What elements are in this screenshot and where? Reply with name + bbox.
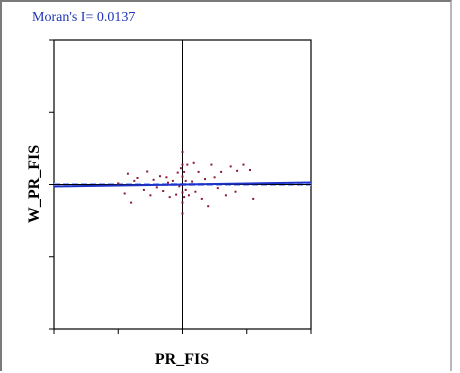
data-point (191, 180, 194, 183)
data-point (149, 194, 152, 197)
data-point (130, 201, 133, 204)
data-point (224, 194, 227, 197)
data-point (183, 170, 186, 173)
data-point (252, 197, 255, 200)
data-point (249, 169, 251, 171)
data-point (194, 190, 197, 193)
data-point (220, 170, 223, 173)
chart-title: Moran's I= 0.0137 (32, 10, 135, 25)
data-point (200, 197, 203, 200)
chart-window: Moran's I= 0.0137 PR_FIS W_PR_FIS (0, 0, 452, 371)
data-point (183, 196, 186, 199)
regression-line (53, 181, 312, 188)
data-point (136, 177, 139, 179)
data-point (242, 163, 245, 166)
data-point (213, 176, 216, 179)
data-point (117, 182, 120, 185)
data-points (117, 151, 255, 215)
data-point (181, 163, 184, 166)
data-point (123, 192, 126, 195)
data-point (176, 171, 179, 174)
data-point (204, 178, 206, 181)
data-point (126, 172, 129, 175)
data-point (152, 178, 155, 181)
axis-ticks (49, 39, 312, 334)
data-point (229, 165, 232, 168)
data-point (192, 161, 195, 164)
data-point (181, 201, 184, 204)
data-point (187, 194, 190, 197)
data-point (181, 212, 184, 215)
data-point (133, 179, 136, 182)
data-point (159, 175, 161, 178)
data-point (142, 188, 145, 191)
x-axis-title: PR_FIS (155, 351, 209, 368)
data-point (184, 188, 187, 191)
data-point (207, 205, 210, 208)
data-point (155, 186, 158, 189)
data-point (186, 163, 189, 166)
data-point (167, 181, 169, 184)
moran-scatter-plot: Moran's I= 0.0137 PR_FIS W_PR_FIS (26, 10, 312, 368)
y-axis-title: W_PR_FIS (26, 145, 43, 223)
data-point (146, 170, 149, 173)
data-point (236, 169, 239, 172)
data-point (210, 163, 213, 166)
data-point (178, 185, 181, 188)
data-point (181, 191, 184, 194)
data-point (171, 179, 174, 182)
data-point (175, 193, 178, 196)
data-point (184, 179, 187, 182)
data-point (216, 187, 219, 190)
data-point (181, 175, 184, 178)
data-point (234, 190, 237, 193)
data-point (162, 190, 165, 192)
data-point (181, 151, 184, 153)
data-point (168, 196, 171, 199)
data-point (179, 167, 182, 170)
data-point (197, 170, 200, 173)
data-point (165, 176, 168, 179)
